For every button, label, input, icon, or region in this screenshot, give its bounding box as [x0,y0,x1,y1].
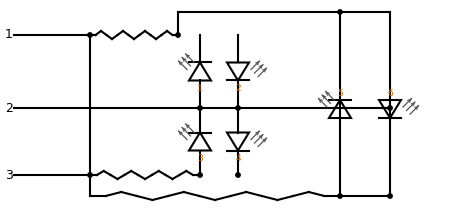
Text: 6: 6 [387,89,393,98]
Circle shape [176,33,180,37]
Text: 5: 5 [337,89,343,98]
Circle shape [88,173,92,177]
Text: 3: 3 [5,169,13,182]
Circle shape [236,106,240,110]
Circle shape [388,106,392,110]
Circle shape [198,106,202,110]
Circle shape [88,33,92,37]
Text: 1: 1 [5,29,13,41]
Circle shape [236,173,240,177]
Text: 2: 2 [5,102,13,114]
Text: 2: 2 [235,83,241,92]
Circle shape [338,10,342,14]
Text: 4: 4 [235,153,241,162]
Circle shape [198,173,202,177]
Circle shape [338,194,342,198]
Text: 3: 3 [197,153,203,162]
Text: 1: 1 [197,83,203,92]
Circle shape [388,194,392,198]
